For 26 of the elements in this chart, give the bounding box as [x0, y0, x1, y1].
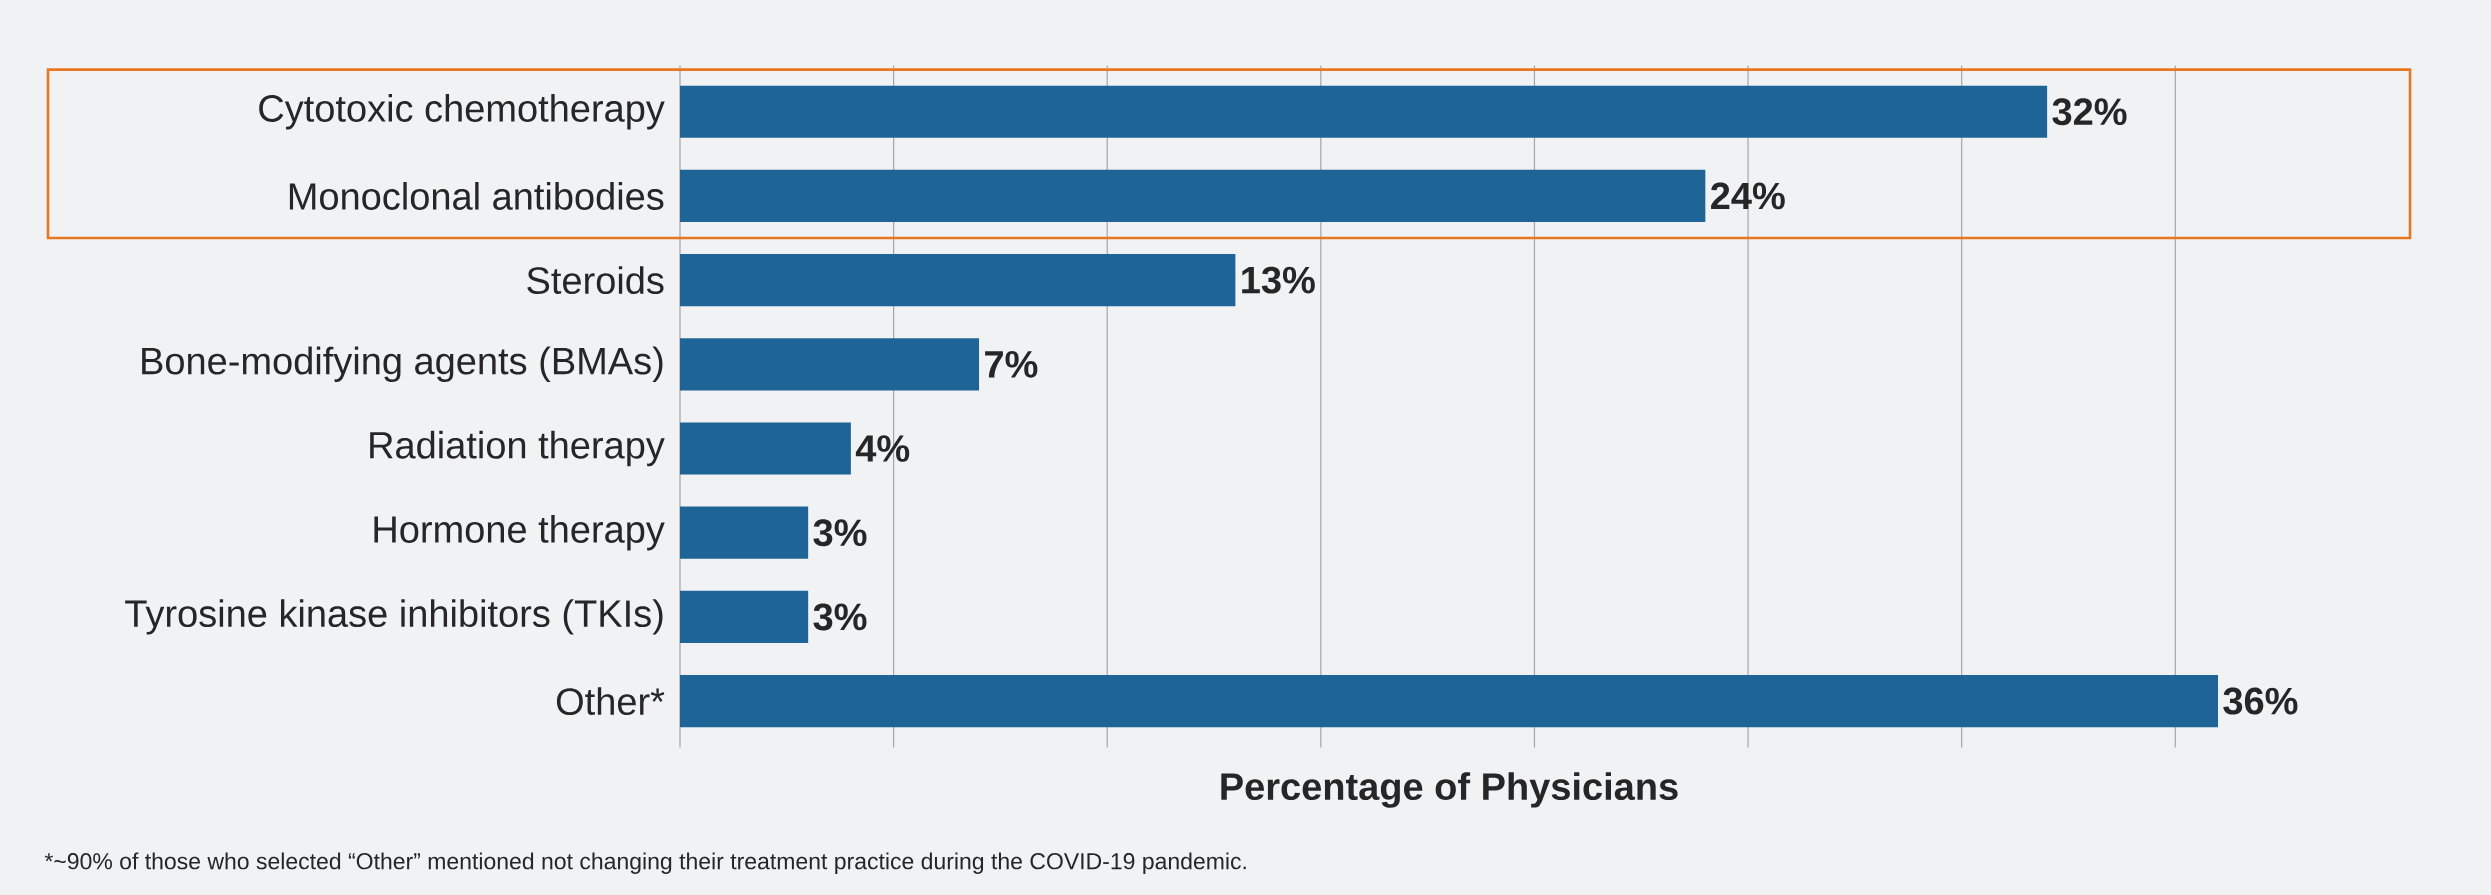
data-label: 4% [855, 435, 910, 462]
y-tick-label: Hormone therapy [374, 514, 665, 551]
bar [680, 675, 2219, 728]
bar [680, 422, 851, 475]
data-label: 13% [1242, 266, 1315, 294]
y-tick-label: Monoclonal antibodies [289, 181, 664, 210]
data-label: 7% [985, 350, 1038, 378]
y-tick-label: Other* [556, 687, 665, 716]
y-tick-label: Bone-modifying agents (BMAs) [142, 346, 663, 383]
y-tick-label: Radiation therapy [370, 430, 665, 467]
y-tick-label: Cytotoxic chemotherapy [259, 94, 665, 130]
y-tick-label: Tyrosine kinase inhibitors (TKIs) [125, 599, 663, 635]
data-label: 3% [813, 603, 867, 631]
bar [680, 506, 809, 559]
bar [680, 85, 2048, 138]
data-label: 36% [2223, 687, 2298, 715]
bar [680, 169, 1706, 223]
bar [680, 338, 980, 391]
text: *~90% of those who selected “Other” mentioned not changing their treatment practice during the COVID-19 pandemic. [44, 852, 1246, 874]
bar [680, 590, 809, 644]
data-label: 32% [2052, 98, 2127, 126]
data-label: 3% [813, 519, 867, 547]
x-axis-title: Percentage of Physicians [1221, 772, 1678, 808]
bar [680, 254, 1236, 307]
data-label: 24% [1711, 182, 1785, 210]
y-tick-label: Steroids [527, 266, 664, 295]
